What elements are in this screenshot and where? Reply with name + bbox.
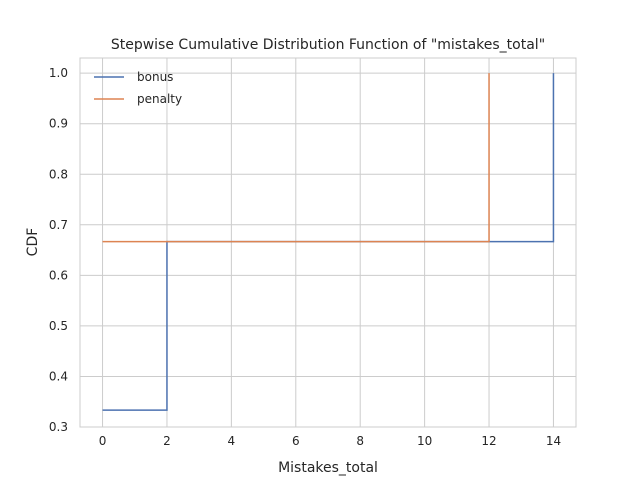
x-tick-label: 2 (163, 434, 171, 448)
y-tick-label: 1.0 (49, 66, 68, 80)
grid (80, 58, 576, 428)
legend-label-penalty: penalty (137, 92, 182, 106)
plot-frame (79, 57, 577, 428)
x-tick-label: 14 (546, 434, 561, 448)
x-tick-label: 4 (228, 434, 236, 448)
y-tick-label: 0.3 (49, 420, 68, 434)
series-line-penalty (102, 73, 490, 243)
x-tick-label: 0 (99, 434, 107, 448)
y-tick-label: 0.6 (49, 268, 68, 282)
x-tick-labels: 0 2 4 6 8 10 12 14 (99, 434, 561, 448)
y-tick-label: 0.8 (49, 167, 68, 181)
legend-label-bonus: bonus (137, 70, 173, 84)
x-tick-label: 6 (292, 434, 300, 448)
x-axis-label: Mistakes_total (278, 460, 378, 476)
series-lines (102, 73, 555, 411)
y-tick-label: 0.5 (49, 319, 68, 333)
legend: bonus penalty (94, 70, 182, 106)
x-tick-label: 8 (356, 434, 364, 448)
x-tick-label: 12 (481, 434, 496, 448)
x-tick-label: 10 (417, 434, 432, 448)
y-tick-label: 0.9 (49, 117, 68, 131)
y-tick-label: 0.4 (49, 369, 68, 383)
y-tick-labels: 0.3 0.4 0.5 0.6 0.7 0.8 0.9 1.0 (49, 66, 68, 434)
plot-background (80, 58, 576, 427)
y-tick-label: 0.7 (49, 218, 68, 232)
chart-title: Stepwise Cumulative Distribution Functio… (111, 37, 545, 53)
y-axis-label: CDF (25, 228, 41, 257)
